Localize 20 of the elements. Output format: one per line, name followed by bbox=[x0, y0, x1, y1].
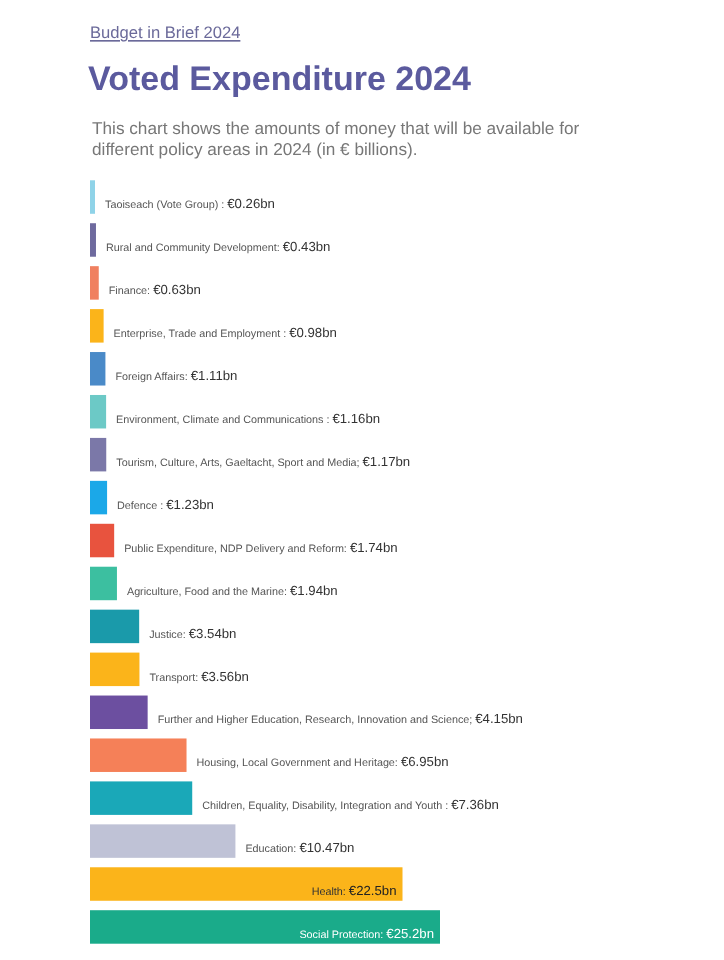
bar bbox=[90, 223, 96, 257]
bar bbox=[90, 352, 106, 386]
bar bbox=[90, 738, 187, 772]
bar bbox=[90, 910, 440, 944]
bar bbox=[90, 609, 140, 644]
bar bbox=[90, 394, 107, 429]
bar bbox=[90, 867, 403, 901]
bar bbox=[90, 266, 99, 300]
chart-title: Voted Expenditure 2024 bbox=[88, 60, 473, 98]
bar bbox=[90, 652, 140, 687]
bar bbox=[90, 781, 193, 815]
bar bbox=[90, 309, 104, 343]
bar bbox=[90, 824, 236, 858]
bar bbox=[90, 566, 117, 601]
bar bbox=[90, 523, 115, 558]
bar bbox=[90, 480, 108, 515]
bar bbox=[90, 695, 148, 730]
text: Budget in Brief 2024 bbox=[90, 22, 242, 42]
bar bbox=[90, 437, 107, 472]
chart-subtitle: This chart shows the amounts of money that will be available for different policy areas in 2024 (in € billions). bbox=[92, 118, 580, 159]
